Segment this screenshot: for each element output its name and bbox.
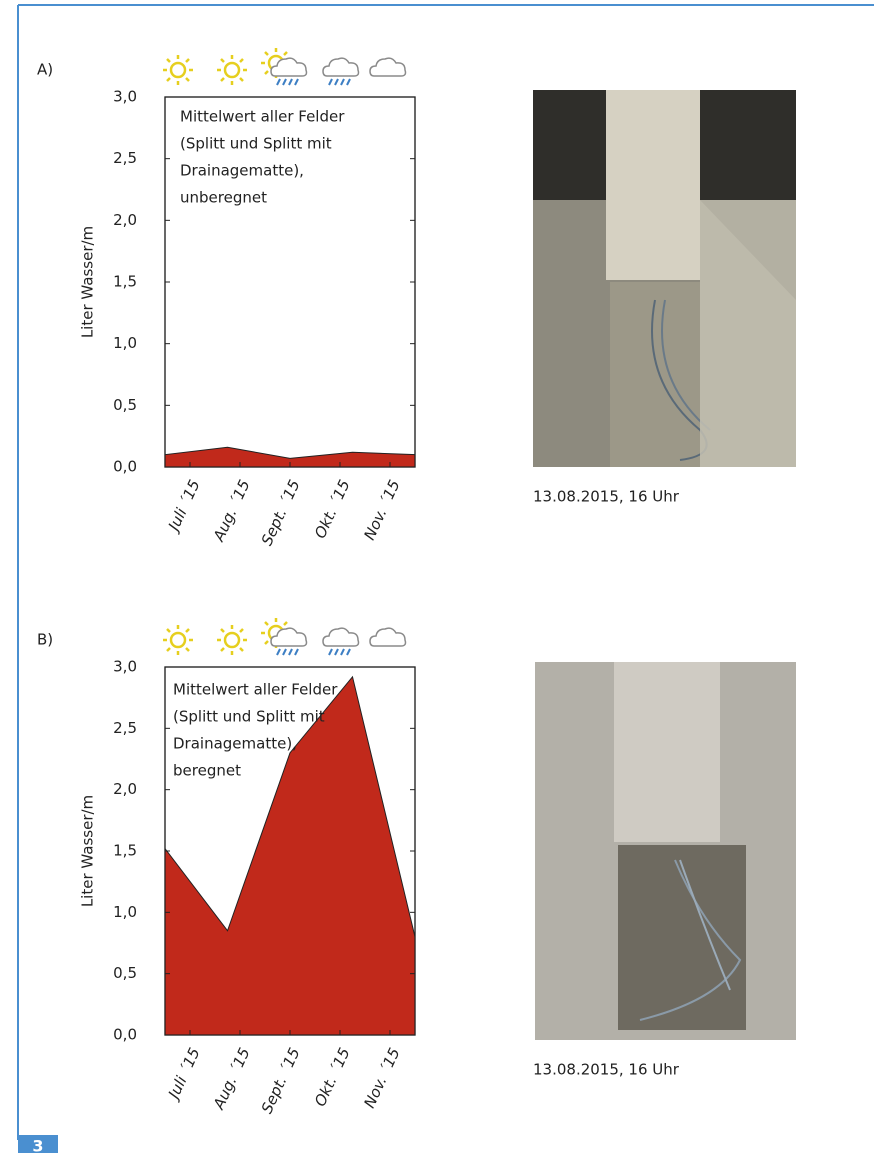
y-tick-label: 2,0 [113, 211, 137, 229]
y-tick-label: 0,5 [113, 964, 137, 982]
y-tick-label: 2,0 [113, 780, 137, 798]
y-tick-label: 0,5 [113, 396, 137, 414]
annotation: Mittelwert aller Felder [180, 108, 345, 126]
plot-frame [165, 97, 415, 467]
annotation: beregnet [173, 762, 241, 780]
x-tick-label: Sept. ´15 [258, 477, 304, 548]
annotation: (Splitt und Splitt mit [173, 708, 325, 726]
weather-icons [163, 618, 406, 655]
x-tick-label: Okt. ´15 [311, 477, 354, 541]
y-tick-label: 2,5 [113, 149, 137, 167]
annotation: Drainagematte), [180, 162, 304, 180]
area [165, 677, 415, 1035]
page: 3 [0, 0, 874, 1157]
y-axis-label: Liter Wasser/m [79, 795, 97, 907]
y-tick-label: 0,0 [113, 458, 137, 476]
y-tick-label: 1,5 [113, 842, 137, 860]
x-tick-label: Nov. ´15 [360, 1045, 403, 1111]
x-tick-label: Sept. ´15 [258, 1045, 304, 1116]
annotation: Mittelwert aller Felder [173, 681, 338, 699]
y-axis-label: Liter Wasser/m [79, 226, 97, 338]
y-tick-label: 0,0 [113, 1026, 137, 1044]
photo [535, 662, 796, 1040]
x-tick-label: Juli ´15 [163, 477, 203, 536]
panel-label: B) [37, 631, 53, 649]
annotation: (Splitt und Splitt mit [180, 135, 332, 153]
y-tick-label: 1,5 [113, 273, 137, 291]
photo [533, 90, 796, 467]
annotation: unberegnet [180, 189, 267, 207]
y-tick-label: 1,0 [113, 903, 137, 921]
x-tick-label: Aug. ´15 [209, 1045, 253, 1113]
x-tick-label: Aug. ´15 [209, 477, 253, 545]
page-number: 3 [32, 1137, 43, 1154]
y-tick-label: 3,0 [113, 658, 137, 676]
document-page: 3 [0, 0, 874, 1153]
x-tick-label: Okt. ´15 [311, 1045, 354, 1109]
y-tick-label: 2,5 [113, 719, 137, 737]
weather-icons [163, 48, 406, 85]
photo-caption: 13.08.2015, 16 Uhr [533, 1061, 680, 1079]
annotation: Drainagematte), [173, 735, 297, 753]
y-tick-label: 1,0 [113, 334, 137, 352]
x-tick-label: Nov. ´15 [360, 477, 403, 543]
plot-frame [165, 97, 415, 467]
panel-label: A) [37, 61, 53, 79]
photo-caption: 13.08.2015, 16 Uhr [533, 488, 680, 506]
y-tick-label: 3,0 [113, 88, 137, 106]
x-tick-label: Juli ´15 [163, 1045, 203, 1104]
